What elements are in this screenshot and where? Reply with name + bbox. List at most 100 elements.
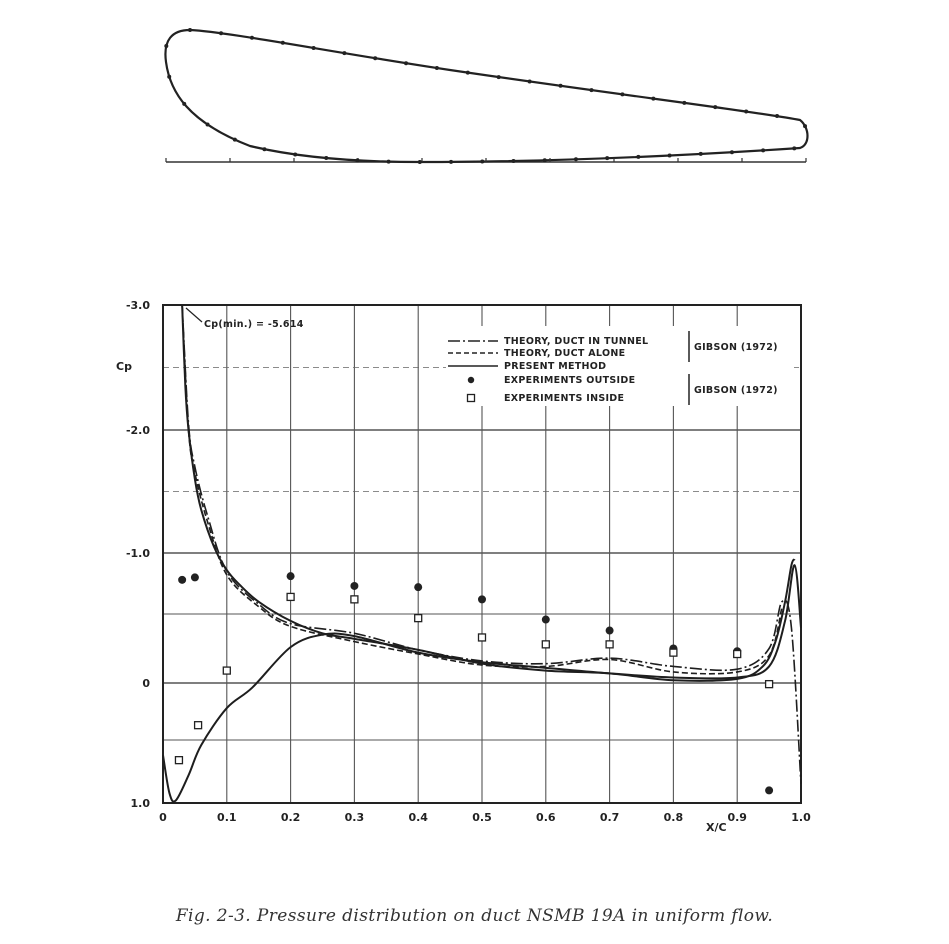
data-point-inside — [174, 756, 184, 765]
profile-dot — [449, 159, 454, 164]
profile-dot — [792, 146, 797, 151]
duct-profile-outline — [164, 28, 809, 164]
data-point-outside — [414, 583, 423, 592]
x-tick-label: 0.4 — [408, 811, 428, 824]
profile-dot — [249, 35, 254, 40]
y-tick-labels: -3.0 -2.0 -1.0 0 1.0 — [126, 299, 150, 810]
profile-dot — [682, 100, 687, 105]
x-tick-label: 1.0 — [791, 811, 811, 824]
data-point-inside — [414, 613, 423, 623]
profile-dot — [803, 124, 808, 129]
profile-dot — [527, 79, 532, 84]
y-tick-label: 0 — [142, 677, 150, 690]
profile-dot — [293, 152, 298, 157]
legend-swatch-filled-circle — [467, 376, 475, 384]
profile-dot — [188, 28, 192, 32]
x-tick-label: 0.6 — [536, 811, 556, 824]
profile-dot — [729, 150, 734, 155]
profile-dot — [775, 114, 780, 119]
profile-dot — [761, 148, 766, 153]
profile-dot — [558, 83, 563, 88]
y-tick-label: -3.0 — [126, 299, 150, 312]
plot-frame — [162, 304, 802, 804]
profile-dot — [219, 31, 224, 36]
profile-dot — [465, 70, 470, 75]
experiment-points — [174, 572, 774, 795]
series-line-dash-dot — [181, 304, 802, 785]
legend-source-lower: GIBSON (1972) — [694, 385, 778, 396]
profile-dot — [698, 151, 703, 156]
data-point-outside — [478, 595, 486, 604]
series-line-dashed — [181, 304, 783, 675]
x-tick-label: 0.9 — [727, 811, 747, 824]
profile-dot — [342, 51, 347, 56]
figure-caption: Fig. 2-3. Pressure distribution on duct … — [175, 906, 774, 926]
data-point-inside — [193, 721, 203, 730]
profile-dot — [589, 88, 594, 93]
data-point-outside — [350, 581, 359, 590]
legend: THEORY, DUCT IN TUNNEL THEORY, DUCT ALON… — [446, 326, 794, 406]
profile-dot — [373, 56, 378, 61]
profile-dot — [573, 157, 578, 162]
data-point-inside — [286, 592, 295, 602]
profile-dot — [280, 40, 285, 45]
legend-label-duct-alone: THEORY, DUCT ALONE — [504, 348, 625, 359]
profile-dot — [404, 61, 409, 66]
data-point-outside — [178, 575, 187, 584]
profile-dot — [355, 158, 360, 163]
profile-dot — [620, 92, 625, 97]
x-tick-label: 0.1 — [217, 811, 237, 824]
profile-dot — [542, 158, 547, 163]
data-point-outside — [286, 572, 295, 581]
profile-panel-dots — [164, 28, 808, 164]
profile-dot — [417, 159, 422, 164]
series-line-solid — [162, 564, 802, 803]
profile-dot — [164, 43, 169, 48]
cp-min-annotation: Cp(min.) = -5.614 — [185, 307, 304, 330]
profile-dot — [744, 109, 749, 114]
profile-dot — [205, 122, 210, 127]
profile-dot — [713, 105, 718, 110]
y-tick-label: -1.0 — [126, 547, 150, 560]
data-point-inside — [477, 633, 487, 642]
profile-dot — [386, 159, 391, 164]
x-tick-labels: 0 0.1 0.2 0.3 0.4 0.5 0.6 0.7 0.8 0.9 1.0 — [159, 811, 811, 824]
data-point-inside — [669, 648, 678, 657]
data-point-outside — [541, 615, 550, 624]
legend-swatch-open-square — [466, 393, 476, 403]
data-point-inside — [541, 640, 550, 649]
x-tick-label: 0.2 — [281, 811, 301, 824]
y-tick-label: -2.0 — [126, 424, 150, 437]
duct-profile-drawing — [164, 28, 809, 164]
profile-dot — [667, 153, 672, 158]
x-tick-label: 0.7 — [600, 811, 620, 824]
legend-label-duct-in-tunnel: THEORY, DUCT IN TUNNEL — [504, 336, 648, 347]
legend-source-upper: GIBSON (1972) — [694, 342, 778, 353]
x-tick-label: 0 — [159, 811, 167, 824]
profile-dot — [511, 158, 516, 163]
profile-dot — [434, 66, 439, 71]
profile-dot — [605, 156, 610, 161]
legend-label-experiments-inside: EXPERIMENTS INSIDE — [504, 393, 624, 404]
x-tick-label: 0.5 — [472, 811, 492, 824]
data-point-outside — [190, 573, 199, 582]
pressure-distribution-chart: 0 0.1 0.2 0.3 0.4 0.5 0.6 0.7 0.8 0.9 1.0 -3.0 -2.0… — [116, 299, 811, 834]
profile-dot — [480, 159, 485, 164]
profile-dot — [636, 154, 641, 159]
data-point-inside — [733, 649, 742, 659]
cp-min-annotation-text: Cp(min.) = -5.614 — [204, 319, 304, 330]
y-axis-label: Cp — [116, 360, 132, 373]
legend-label-experiments-outside: EXPERIMENTS OUTSIDE — [504, 375, 635, 386]
profile-dot — [262, 147, 267, 152]
data-point-inside — [350, 595, 359, 604]
profile-dot — [232, 137, 237, 142]
data-point-outside — [605, 626, 614, 635]
curves-group — [162, 304, 802, 803]
profile-dot — [651, 96, 656, 101]
profile-dot — [167, 74, 172, 79]
profile-dot — [324, 156, 329, 161]
data-point-outside — [765, 786, 774, 795]
legend-label-present-method: PRESENT METHOD — [504, 361, 606, 372]
y-tick-label: 1.0 — [131, 797, 151, 810]
x-axis-label: X/C — [706, 821, 727, 834]
